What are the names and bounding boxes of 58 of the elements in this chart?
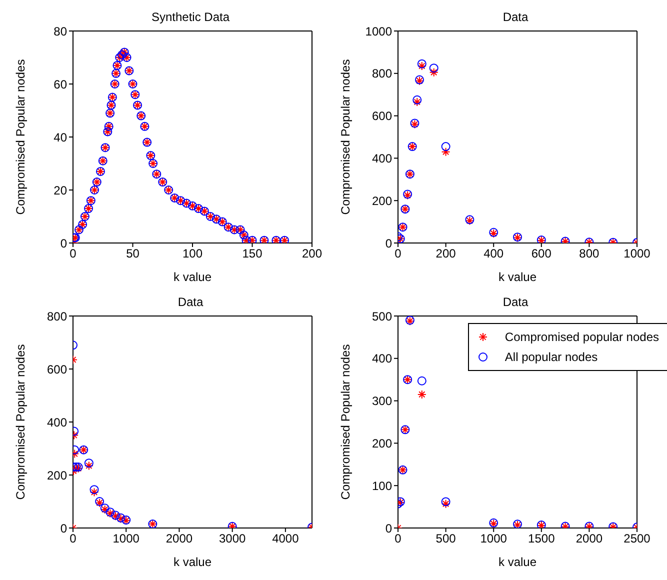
y-tick-label: 40 xyxy=(54,130,68,144)
x-tick-label: 150 xyxy=(242,246,263,261)
y-tick-label: 600 xyxy=(372,109,392,124)
x-tick-label: 1000 xyxy=(624,246,651,261)
x-tick-label: 1000 xyxy=(480,532,508,546)
x-tick-label: 4000 xyxy=(272,532,300,546)
x-tick-label: 1500 xyxy=(528,532,556,546)
x-axis-title: k value xyxy=(498,555,537,569)
y-tick-label: 200 xyxy=(372,194,392,208)
y-tick-label: 400 xyxy=(46,415,68,430)
x-tick-label: 400 xyxy=(484,246,504,261)
chart-title: Synthetic Data xyxy=(150,10,231,24)
legend-label: All popular nodes xyxy=(504,349,598,366)
y-tick-label: 0 xyxy=(60,236,68,250)
x-tick-label: 100 xyxy=(182,246,203,261)
y-tick-label: 200 xyxy=(372,436,392,450)
x-tick-label: 0 xyxy=(70,246,77,261)
x-tick-label: 200 xyxy=(302,246,322,261)
y-tick-label: 60 xyxy=(54,77,68,92)
y-axis-title: Compromised Popular nodes xyxy=(13,344,28,500)
y-axis-title: Compromised Popular nodes xyxy=(338,59,352,215)
x-tick-label: 600 xyxy=(531,246,552,261)
x-tick-label: 2000 xyxy=(576,532,603,546)
y-tick-label: 400 xyxy=(372,352,392,366)
y-axis-title: Compromised Popular nodes xyxy=(338,344,352,500)
x-tick-label: 3000 xyxy=(218,532,246,546)
x-tick-label: 200 xyxy=(436,246,456,261)
chart-title: Data xyxy=(176,295,204,309)
y-tick-label: 800 xyxy=(46,309,68,324)
y-axis-title: Compromised Popular nodes xyxy=(13,59,28,215)
x-tick-label: 2000 xyxy=(166,532,193,546)
x-axis-title: k value xyxy=(173,555,212,569)
x-axis-title: k value xyxy=(498,270,537,284)
y-tick-label: 0 xyxy=(385,236,392,250)
x-tick-label: 500 xyxy=(436,532,456,546)
y-tick-label: 600 xyxy=(46,362,68,376)
y-tick-label: 80 xyxy=(54,24,68,38)
y-tick-label: 1000 xyxy=(365,24,392,38)
y-tick-label: 0 xyxy=(60,521,68,536)
y-tick-label: 500 xyxy=(372,309,392,324)
x-tick-label: 2500 xyxy=(624,532,651,546)
y-tick-label: 0 xyxy=(385,521,392,536)
y-tick-label: 20 xyxy=(54,183,68,198)
x-tick-label: 0 xyxy=(70,532,77,546)
y-tick-label: 300 xyxy=(372,394,392,408)
x-tick-label: 0 xyxy=(394,246,402,261)
x-tick-label: 50 xyxy=(126,246,140,261)
y-tick-label: 100 xyxy=(372,478,392,493)
chart-title: Data xyxy=(502,10,530,24)
x-tick-label: 0 xyxy=(394,532,402,546)
x-tick-label: 800 xyxy=(579,246,600,261)
chart-title: Data xyxy=(502,295,530,309)
legend-label: Compromised popular nodes xyxy=(504,329,659,346)
x-tick-label: 1000 xyxy=(112,532,140,546)
y-tick-label: 200 xyxy=(46,468,68,482)
y-tick-label: 400 xyxy=(372,151,392,166)
x-axis-title: k value xyxy=(173,270,212,284)
y-tick-label: 800 xyxy=(372,66,392,81)
